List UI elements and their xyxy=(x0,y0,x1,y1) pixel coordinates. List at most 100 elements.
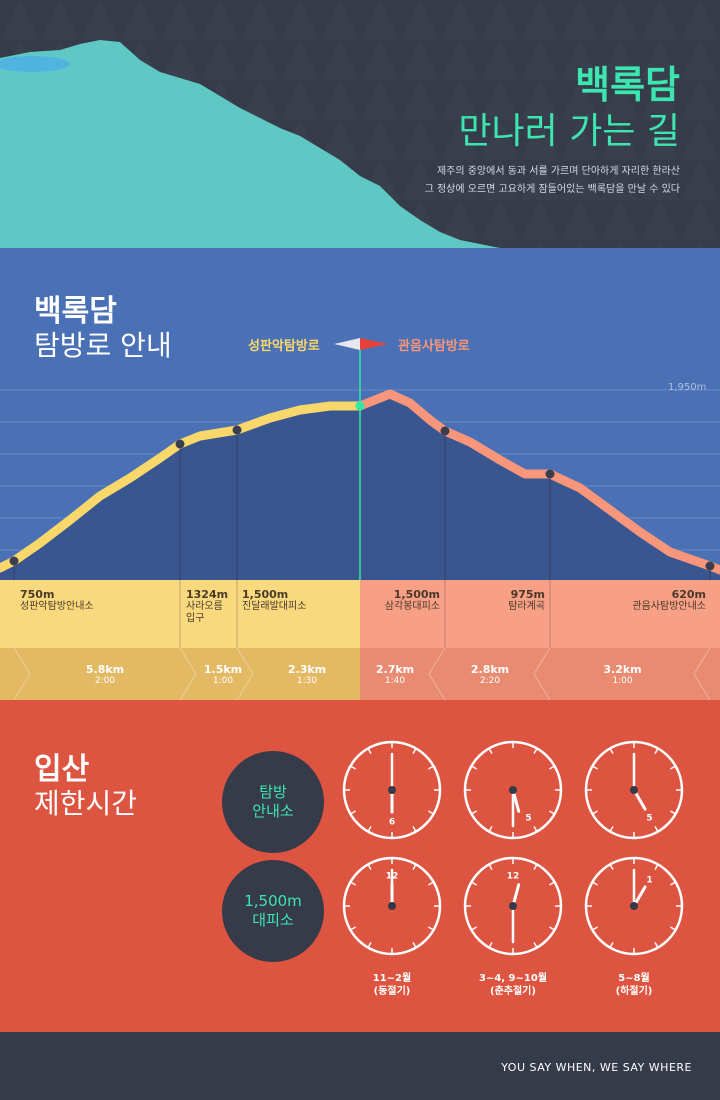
trail-point: 750m 성판악탐방안내소 xyxy=(20,588,94,613)
trail-point: 1,500m 진달래발대피소 xyxy=(242,588,306,613)
segment-time: 2:00 xyxy=(94,676,116,686)
row-label-line2: 대피소 xyxy=(252,911,294,929)
clock-face: 12 xyxy=(342,856,442,956)
point-name: 진달래발대피소 xyxy=(242,601,307,612)
season-name: (동절기) xyxy=(373,986,411,997)
point-altitude: 1,500m xyxy=(242,588,289,601)
point-altitude: 975m xyxy=(510,588,545,601)
clock-grid: 6 5 5 12 12 1 xyxy=(342,740,684,956)
trail-point: 620m 관음사탐방안내소 xyxy=(632,588,706,613)
segment-distance: 2.3km xyxy=(287,663,327,676)
clock-center xyxy=(388,786,396,794)
row-label-shelter: 1,500m 대피소 xyxy=(222,860,324,962)
point-name-line2: 입구 xyxy=(186,613,205,624)
clock-center xyxy=(630,902,638,910)
segment-time: 1:40 xyxy=(384,676,406,686)
point-altitude: 1,500m xyxy=(393,588,440,601)
season-label: 3~4, 9~10월 (춘추절기) xyxy=(463,972,563,998)
trail-segment: 3.2km 1:00 xyxy=(550,663,695,686)
clock-center xyxy=(630,786,638,794)
trail-chart xyxy=(0,338,720,700)
trail-title-line1: 백록담 xyxy=(34,294,117,329)
point-altitude: 1324m xyxy=(186,588,229,601)
segment-distance: 1.5km xyxy=(203,663,243,676)
clock-face: 6 xyxy=(342,740,442,840)
segment-time: 1:00 xyxy=(612,676,633,686)
summit-dot xyxy=(355,401,365,411)
clock-numeral: 5 xyxy=(646,813,652,823)
time-limit-section: 입산 제한시간 탐방 안내소 1,500m 대피소 6 5 5 12 12 1 11~2월… xyxy=(0,700,720,1032)
trail-point-dots xyxy=(9,425,715,571)
segment-distance: 2.8km xyxy=(470,663,510,676)
hero-description-line1: 제주의 중앙에서 동과 서를 가르며 단아하게 자리한 한라산 xyxy=(436,166,680,177)
flag-left xyxy=(334,338,360,350)
row-label-line2: 안내소 xyxy=(252,802,294,820)
clock-center xyxy=(509,902,517,910)
season-name: (춘추절기) xyxy=(490,986,536,997)
route-line-right xyxy=(355,389,720,575)
season-months: 5~8월 xyxy=(618,973,650,984)
point-name-line1: 사라오름 xyxy=(186,601,223,612)
row-label-line1: 탐방 xyxy=(259,783,287,801)
row-label-trailhead: 탐방 안내소 xyxy=(222,751,324,853)
clock-numeral: 6 xyxy=(389,818,395,828)
segment-time: 2:20 xyxy=(479,676,501,686)
segment-distance: 5.8km xyxy=(85,663,125,676)
distance-chevrons xyxy=(13,647,711,700)
route-line-left xyxy=(0,401,365,573)
point-name: 관음사탐방안내소 xyxy=(632,601,706,612)
clock-face: 5 xyxy=(584,740,684,840)
row-label-line1: 1,500m xyxy=(244,892,302,910)
point-altitude: 750m xyxy=(20,588,55,601)
peak-altitude-label: 1,950m xyxy=(668,382,707,393)
info-band-left xyxy=(0,580,360,648)
footer-tagline: YOU SAY WHEN, WE SAY WHERE xyxy=(501,1061,692,1074)
flag-right xyxy=(360,338,388,350)
point-name: 삼각봉대피소 xyxy=(384,601,440,612)
season-months: 11~2월 xyxy=(372,973,412,984)
clock-numeral: 1 xyxy=(646,876,652,886)
season-label: 11~2월 (동절기) xyxy=(342,972,442,998)
clock-numeral: 5 xyxy=(525,813,531,823)
clock-face: 5 xyxy=(463,740,563,840)
hero-title-line2: 만나러 가는 길 xyxy=(458,111,680,152)
segment-distance: 3.2km xyxy=(603,663,642,676)
lake-highlight xyxy=(0,56,70,72)
footer: YOU SAY WHEN, WE SAY WHERE xyxy=(0,1032,720,1100)
segment-time: 1:00 xyxy=(212,676,234,686)
clock-face: 12 xyxy=(463,856,563,956)
hero-description-line2: 그 정상에 오르면 고요하게 잠들어있는 백록담을 만날 수 있다 xyxy=(424,184,680,195)
distance-band-right xyxy=(360,648,720,700)
point-altitude: 620m xyxy=(671,588,706,601)
trail-segment: 2.8km 2:20 xyxy=(445,663,535,686)
segment-distance: 2.7km xyxy=(375,663,415,676)
trail-section: 백록담 탐방로 안내 성판악탐방로 관음사탐방로 1,950m 750m 성판악… xyxy=(0,248,720,700)
clock-center xyxy=(509,786,517,794)
season-label: 5~8월 (하절기) xyxy=(584,972,684,998)
point-name: 성판악탐방안내소 xyxy=(20,601,94,612)
clock-face: 1 xyxy=(584,856,684,956)
limit-title-line1: 입산 xyxy=(34,752,90,787)
season-months: 3~4, 9~10월 xyxy=(478,973,548,984)
info-band-right xyxy=(360,580,720,648)
season-name: (하절기) xyxy=(615,986,653,997)
clock-center xyxy=(388,902,396,910)
trail-segment: 2.3km 1:30 xyxy=(253,663,361,686)
point-name: 탐라계곡 xyxy=(508,601,545,612)
mountain-silhouette xyxy=(0,40,500,248)
route-label-left: 성판악탐방로 xyxy=(248,339,320,354)
limit-title-line2: 제한시간 xyxy=(34,787,138,820)
trail-title-line2: 탐방로 안내 xyxy=(34,329,172,362)
clock-numeral: 12 xyxy=(507,872,520,882)
hero-section: 백록담 만나러 가는 길 제주의 중앙에서 동과 서를 가르며 단아하게 자리한… xyxy=(0,0,720,248)
trail-segment: 2.7km 1:40 xyxy=(360,663,430,686)
trail-point: 1324m 사라오름 입구 xyxy=(186,588,228,625)
distance-band-left xyxy=(0,648,360,700)
trail-point: 1,500m 삼각봉대피소 xyxy=(385,588,440,613)
trail-segment: 5.8km 2:00 xyxy=(30,663,180,686)
hero-background xyxy=(0,0,720,248)
segment-time: 1:30 xyxy=(296,676,318,686)
trail-point: 975m 탐라계곡 xyxy=(508,588,545,613)
trail-segment: 1.5km 1:00 xyxy=(196,663,250,686)
route-label-right: 관음사탐방로 xyxy=(398,339,470,354)
